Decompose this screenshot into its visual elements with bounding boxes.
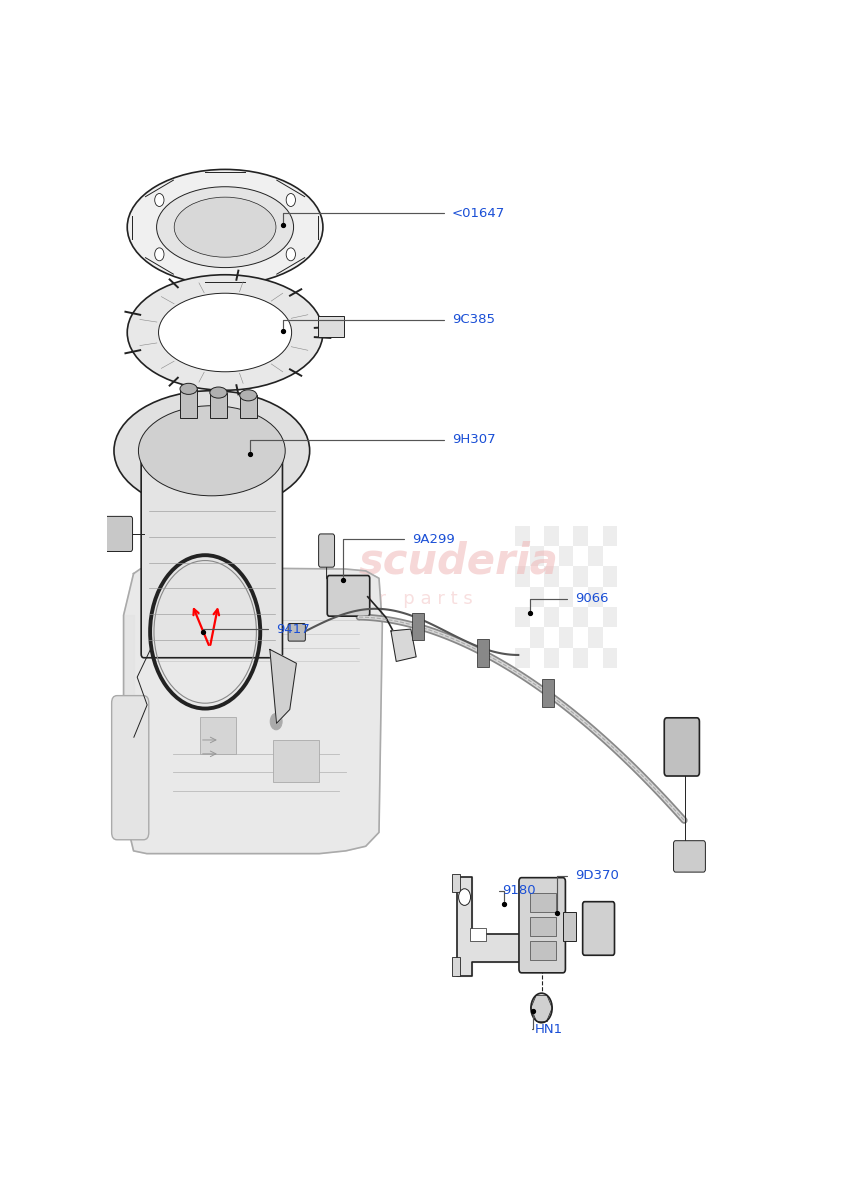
Bar (530, 942, 556, 960)
FancyBboxPatch shape (141, 458, 282, 658)
Bar (574, 648, 588, 668)
FancyBboxPatch shape (519, 877, 566, 973)
Circle shape (286, 193, 295, 206)
Polygon shape (123, 568, 383, 853)
Bar (603, 566, 617, 587)
Bar (603, 526, 617, 546)
Text: 9180: 9180 (502, 884, 535, 898)
Bar (530, 893, 556, 912)
Text: 9066: 9066 (574, 592, 609, 605)
Bar (515, 648, 530, 668)
Bar (559, 628, 574, 648)
Ellipse shape (181, 580, 238, 614)
Ellipse shape (175, 197, 276, 257)
Ellipse shape (114, 391, 310, 511)
Ellipse shape (180, 383, 197, 395)
Circle shape (270, 713, 282, 730)
Ellipse shape (240, 390, 257, 401)
Text: c a r   p a r t s: c a r p a r t s (346, 589, 473, 607)
Text: 9417: 9417 (276, 623, 310, 636)
Ellipse shape (210, 388, 227, 398)
Ellipse shape (128, 169, 323, 284)
Circle shape (286, 248, 295, 260)
Text: 9H307: 9H307 (452, 433, 496, 446)
FancyBboxPatch shape (95, 516, 133, 552)
Ellipse shape (128, 275, 323, 390)
Bar (544, 566, 559, 587)
FancyBboxPatch shape (327, 576, 370, 616)
Bar (477, 638, 489, 666)
Bar (273, 740, 319, 781)
Bar (559, 587, 574, 607)
Bar (544, 607, 559, 628)
Bar (603, 607, 617, 628)
Bar (574, 607, 588, 628)
Circle shape (155, 193, 164, 206)
Bar (530, 546, 544, 566)
Ellipse shape (188, 584, 231, 610)
Text: HN1: HN1 (535, 1022, 563, 1036)
Bar (530, 628, 544, 648)
Bar (412, 612, 424, 641)
Bar (318, 317, 344, 337)
Text: 9A299: 9A299 (412, 533, 455, 546)
Bar (515, 526, 530, 546)
Bar (544, 648, 559, 668)
Bar (542, 679, 554, 707)
Polygon shape (123, 616, 134, 809)
Circle shape (531, 994, 552, 1022)
Ellipse shape (139, 406, 285, 496)
Bar (240, 395, 257, 419)
FancyBboxPatch shape (318, 534, 335, 568)
FancyBboxPatch shape (674, 841, 705, 872)
Bar (180, 389, 197, 419)
Polygon shape (391, 629, 416, 661)
Bar (199, 716, 236, 754)
Bar (559, 546, 574, 566)
Bar (452, 874, 460, 893)
Text: scuderia: scuderia (359, 541, 559, 583)
Bar (470, 929, 486, 942)
FancyBboxPatch shape (583, 901, 615, 955)
Bar (530, 587, 544, 607)
Text: <01647: <01647 (452, 206, 505, 220)
Circle shape (155, 248, 164, 260)
Text: 9C385: 9C385 (452, 313, 495, 326)
FancyBboxPatch shape (111, 696, 149, 840)
Ellipse shape (157, 187, 294, 268)
Bar (530, 917, 556, 936)
Bar (452, 958, 460, 976)
Bar (574, 526, 588, 546)
Bar (574, 566, 588, 587)
Bar (210, 392, 227, 419)
Bar (588, 628, 603, 648)
Bar (603, 648, 617, 668)
Bar (562, 912, 576, 942)
Polygon shape (456, 877, 520, 976)
Bar (588, 546, 603, 566)
Bar (544, 526, 559, 546)
Bar (515, 607, 530, 628)
Ellipse shape (158, 293, 292, 372)
FancyBboxPatch shape (288, 624, 306, 641)
FancyBboxPatch shape (664, 718, 699, 776)
Bar (515, 566, 530, 587)
Text: 9D370: 9D370 (574, 869, 619, 882)
Bar (588, 587, 603, 607)
Polygon shape (270, 649, 296, 724)
Circle shape (459, 889, 471, 905)
